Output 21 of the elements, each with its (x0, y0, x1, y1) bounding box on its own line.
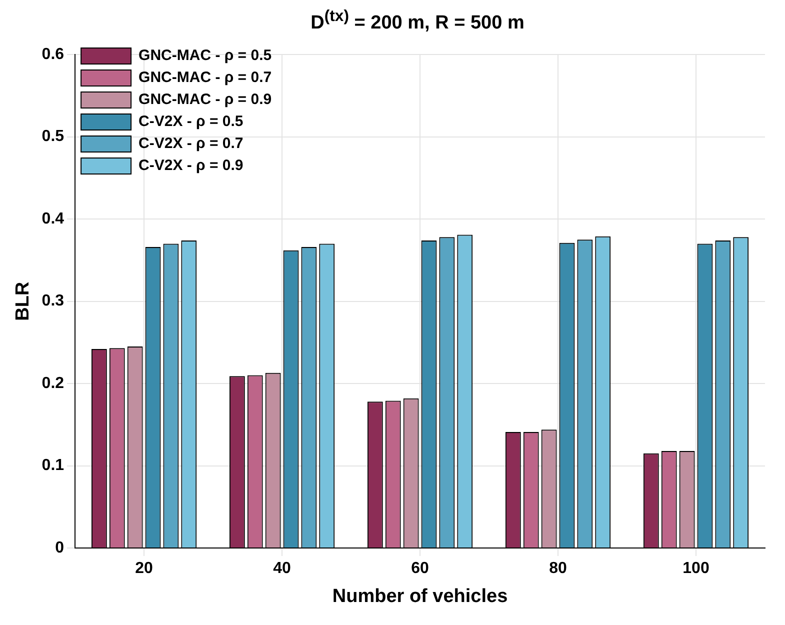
y-tick-label: 0.2 (42, 374, 64, 392)
legend-label: GNC-MAC - ρ = 0.9 (138, 91, 272, 108)
legend-label: GNC-MAC - ρ = 0.7 (138, 69, 272, 86)
legend-label: C-V2X - ρ = 0.7 (138, 135, 244, 152)
x-axis-title: Number of vehicles (332, 586, 508, 607)
y-axis-title: BLR (12, 282, 34, 321)
y-tick-label: 0 (55, 539, 64, 556)
x-tick-label: 80 (549, 560, 568, 578)
y-tick-label: 0.6 (42, 46, 64, 64)
y-tick-label: 0.3 (42, 292, 64, 310)
legend-label: C-V2X - ρ = 0.5 (138, 113, 244, 130)
x-tick-label: 60 (411, 560, 430, 578)
y-tick-label: 0.4 (42, 210, 64, 228)
chart-title: D$^{(tx)}$ = 200 m, R = 500 m (310, 8, 526, 36)
legend-label: GNC-MAC - ρ = 0.5 (138, 47, 272, 64)
y-tick-label: 0.1 (42, 457, 64, 474)
x-tick-label: 40 (273, 560, 292, 578)
x-tick-label: 20 (135, 560, 154, 578)
x-tick-label: 100 (682, 560, 710, 578)
y-tick-label: 0.5 (42, 128, 64, 146)
legend-label: C-V2X - ρ = 0.9 (138, 157, 244, 174)
